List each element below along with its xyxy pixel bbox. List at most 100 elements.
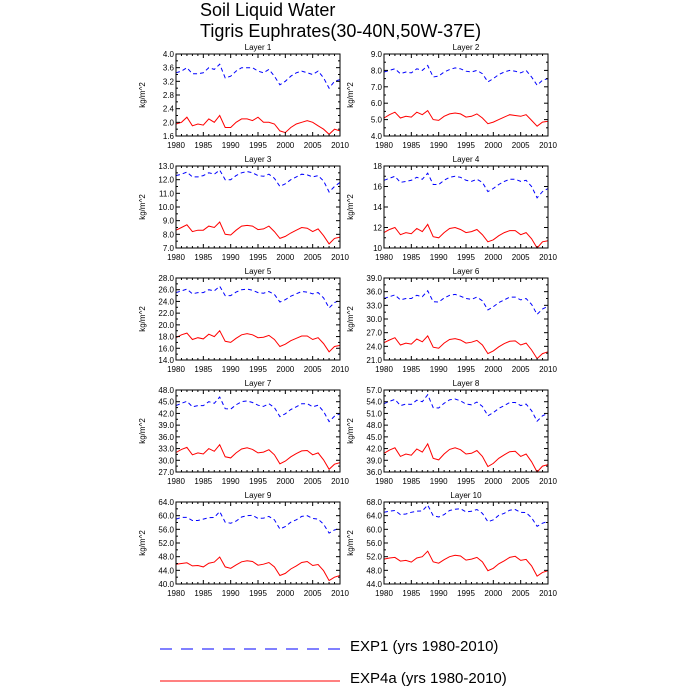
y-axis-label: kg/m^2 xyxy=(346,418,355,444)
y-axis-label: kg/m^2 xyxy=(138,194,147,220)
y-tick-label: 12 xyxy=(373,224,382,233)
x-tick-label: 1985 xyxy=(402,365,420,374)
y-tick-label: 56.0 xyxy=(158,525,174,534)
series-line-exp1 xyxy=(175,396,341,423)
panel-title: Layer 10 xyxy=(450,491,482,500)
x-tick-label: 2005 xyxy=(512,589,530,598)
x-tick-label: 1985 xyxy=(402,477,420,486)
x-tick-label: 1995 xyxy=(457,253,475,262)
chart-title: Soil Liquid Water xyxy=(200,0,336,20)
series-line-exp1 xyxy=(175,63,341,90)
x-tick-label: 1990 xyxy=(430,589,448,598)
y-tick-label: 14 xyxy=(373,203,382,212)
y-tick-label: 36.0 xyxy=(366,468,382,477)
y-tick-label: 42.0 xyxy=(366,445,382,454)
plot-frame xyxy=(175,277,341,361)
series-line-exp1 xyxy=(383,393,549,423)
x-tick-label: 1995 xyxy=(249,365,267,374)
x-tick-label: 1990 xyxy=(430,477,448,486)
x-tick-label: 1995 xyxy=(457,477,475,486)
x-tick-label: 2005 xyxy=(512,365,530,374)
y-tick-label: 48.0 xyxy=(366,421,382,430)
y-axis-label: kg/m^2 xyxy=(346,530,355,556)
y-tick-label: 16 xyxy=(373,183,382,192)
y-tick-label: 42.0 xyxy=(158,409,174,418)
y-tick-label: 39.0 xyxy=(366,274,382,283)
title-block: Soil Liquid Water Tigris Euphrates(30-40… xyxy=(200,0,481,42)
x-tick-label: 2000 xyxy=(484,253,502,262)
x-tick-label: 1995 xyxy=(457,589,475,598)
x-tick-label: 2010 xyxy=(539,477,557,486)
x-tick-label: 2005 xyxy=(304,141,322,150)
x-tick-label: 2000 xyxy=(276,253,294,262)
series-line-exp1 xyxy=(383,504,549,527)
plot-frame xyxy=(175,389,341,473)
y-tick-label: 40.0 xyxy=(158,580,174,589)
panel-8: Layer 8 kg/m^2 36.0 39.0 42.0 45.0 48.0 51.0 54.… xyxy=(346,379,557,486)
plot-frame xyxy=(175,165,341,249)
x-tick-label: 2010 xyxy=(539,253,557,262)
y-tick-label: 39.0 xyxy=(158,421,174,430)
panel-4: Layer 4 kg/m^2 10 12 14 16 18 1980 1985 1990 1995 2… xyxy=(346,155,557,262)
y-tick-label: 54.0 xyxy=(366,398,382,407)
legend-label-exp1: EXP1 (yrs 1980-2010) xyxy=(350,638,499,655)
panel-9: Layer 9 kg/m^2 40.0 44.0 48.0 52.0 56.0 60.0 64.… xyxy=(138,491,349,598)
x-tick-label: 2005 xyxy=(304,477,322,486)
y-tick-label: 9.0 xyxy=(371,50,383,59)
panel-7: Layer 7 kg/m^2 27.0 30.0 33.0 36.0 39.0 42.0 45.… xyxy=(138,379,349,486)
x-tick-label: 1985 xyxy=(194,141,212,150)
y-tick-label: 28.0 xyxy=(158,274,174,283)
panel-title: Layer 7 xyxy=(245,379,272,388)
x-tick-label: 1980 xyxy=(375,253,393,262)
panel-title: Layer 6 xyxy=(453,267,480,276)
y-tick-label: 45.0 xyxy=(158,398,174,407)
series-line-exp4a xyxy=(175,556,341,582)
x-tick-label: 2010 xyxy=(331,477,349,486)
plot-frame xyxy=(383,277,549,361)
panel-1: Layer 1 kg/m^2 1.6 2.0 2.4 2.8 3.2 3.6 4.0 1980 19… xyxy=(138,43,349,150)
x-tick-label: 2000 xyxy=(276,141,294,150)
series-line-exp1 xyxy=(175,169,341,193)
x-tick-label: 1990 xyxy=(222,141,240,150)
y-tick-label: 44.0 xyxy=(158,566,174,575)
y-tick-label: 4.0 xyxy=(163,50,175,59)
plot-frame xyxy=(383,389,549,473)
x-tick-label: 1980 xyxy=(375,141,393,150)
panel-title: Layer 8 xyxy=(453,379,480,388)
x-tick-label: 2010 xyxy=(331,141,349,150)
y-tick-label: 51.0 xyxy=(366,409,382,418)
series-line-exp4a xyxy=(175,221,341,245)
panel-10: Layer 10 kg/m^2 44.0 48.0 52.0 56.0 60.0 64.0 68… xyxy=(346,491,557,598)
y-tick-label: 18 xyxy=(373,162,382,171)
y-tick-label: 14.0 xyxy=(158,356,174,365)
x-tick-label: 1980 xyxy=(375,365,393,374)
y-tick-label: 6.0 xyxy=(371,99,383,108)
series-line-exp1 xyxy=(175,510,341,534)
series-line-exp1 xyxy=(383,289,549,316)
series-line-exp4a xyxy=(383,335,549,360)
y-tick-label: 33.0 xyxy=(366,301,382,310)
x-tick-label: 1985 xyxy=(194,477,212,486)
x-tick-label: 2010 xyxy=(539,365,557,374)
legend-label-exp4a: EXP4a (yrs 1980-2010) xyxy=(350,670,507,687)
plot-frame xyxy=(383,165,549,249)
x-tick-label: 1995 xyxy=(249,253,267,262)
y-tick-label: 24.0 xyxy=(158,297,174,306)
x-tick-label: 2005 xyxy=(512,253,530,262)
series-line-exp1 xyxy=(383,64,549,86)
y-tick-label: 8.0 xyxy=(371,66,383,75)
y-tick-label: 12.0 xyxy=(158,176,174,185)
x-tick-label: 1990 xyxy=(222,253,240,262)
y-tick-label: 2.4 xyxy=(163,105,175,114)
y-axis-label: kg/m^2 xyxy=(138,306,147,332)
y-tick-label: 39.0 xyxy=(366,456,382,465)
series-line-exp4a xyxy=(383,442,549,473)
panel-title: Layer 4 xyxy=(453,155,480,164)
x-tick-label: 1980 xyxy=(375,589,393,598)
x-tick-label: 1995 xyxy=(249,141,267,150)
x-tick-label: 2000 xyxy=(276,477,294,486)
panel-title: Layer 2 xyxy=(453,43,480,52)
panel-title: Layer 3 xyxy=(245,155,272,164)
y-tick-label: 1.6 xyxy=(163,132,175,141)
